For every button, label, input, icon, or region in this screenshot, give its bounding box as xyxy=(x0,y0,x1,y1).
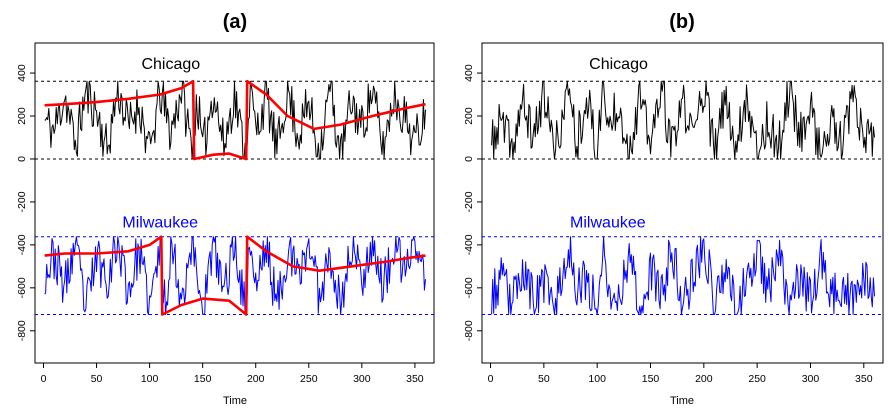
series-line-b-0 xyxy=(491,80,875,160)
series-line-a-1 xyxy=(44,79,426,161)
y-tick-label-a--800: -800 xyxy=(16,320,28,341)
x-tick-label-b-50: 50 xyxy=(538,373,550,385)
y-tick-label-b--200: -200 xyxy=(463,191,475,212)
annotations-b: Chicago Milwaukee xyxy=(570,56,648,232)
series-line-a-2 xyxy=(44,236,426,315)
annotations-a: Chicago Milwaukee xyxy=(122,56,200,232)
plot-frame-a xyxy=(34,42,435,364)
x-tick-label-b-350: 350 xyxy=(855,373,873,385)
y-axis-b: -800 -600 -400 -200 0 200 400 xyxy=(463,64,482,341)
chart-title-b: (b) xyxy=(669,11,695,33)
chart-panel-b: (b) 0 50 100 150 200 250 300 350 -800 -600 -400 -2… xyxy=(463,11,884,407)
series-annotation-a-1: Milwaukee xyxy=(122,215,198,232)
x-tick-label-b-300: 300 xyxy=(802,373,820,385)
series-annotation-b-1: Milwaukee xyxy=(570,215,646,232)
y-tick-label-a--200: -200 xyxy=(16,191,28,212)
y-tick-label-b--800: -800 xyxy=(463,320,475,341)
x-tick-label-b-100: 100 xyxy=(588,373,606,385)
x-tick-label-a-100: 100 xyxy=(141,373,159,385)
y-tick-label-b--600: -600 xyxy=(463,277,475,298)
x-tick-label-a-50: 50 xyxy=(91,373,103,385)
y-tick-label-b--400: -400 xyxy=(463,234,475,255)
x-axis-a: 0 50 100 150 200 250 300 350 xyxy=(41,363,424,385)
series-layer-a xyxy=(44,79,426,316)
plot-frame-b xyxy=(481,42,884,364)
reference-lines-b xyxy=(482,80,883,315)
x-tick-label-a-350: 350 xyxy=(406,373,424,385)
y-tick-label-a--600: -600 xyxy=(16,277,28,298)
y-tick-label-a-200: 200 xyxy=(16,107,28,125)
x-tick-label-a-250: 250 xyxy=(300,373,318,385)
y-tick-label-a-400: 400 xyxy=(16,64,28,82)
y-tick-label-b-200: 200 xyxy=(463,107,475,125)
x-tick-label-b-0: 0 xyxy=(488,373,494,385)
y-tick-label-a--400: -400 xyxy=(16,234,28,255)
y-tick-label-b-0: 0 xyxy=(463,156,475,162)
x-tick-label-b-250: 250 xyxy=(748,373,766,385)
x-tick-label-a-0: 0 xyxy=(41,373,47,385)
y-tick-label-a-0: 0 xyxy=(16,156,28,162)
x-tick-label-a-300: 300 xyxy=(353,373,371,385)
chart-panel-a: (a) 0 50 100 150 200 250 300 350 -800 -600 -400 -2… xyxy=(16,11,435,407)
series-line-a-0 xyxy=(44,80,426,160)
x-axis-b: 0 50 100 150 200 250 300 350 xyxy=(488,363,873,385)
series-line-b-1 xyxy=(491,236,875,315)
x-tick-label-b-150: 150 xyxy=(642,373,660,385)
series-line-a-3 xyxy=(44,235,426,316)
y-tick-label-b-400: 400 xyxy=(463,64,475,82)
x-axis-label-b: Time xyxy=(670,395,694,407)
x-tick-label-b-200: 200 xyxy=(695,373,713,385)
y-axis-a: -800 -600 -400 -200 0 200 400 xyxy=(16,64,35,341)
series-annotation-a-0: Chicago xyxy=(141,56,200,73)
x-axis-label-a: Time xyxy=(223,395,247,407)
x-tick-label-a-150: 150 xyxy=(194,373,212,385)
x-tick-label-a-200: 200 xyxy=(247,373,265,385)
series-layer-b xyxy=(491,80,875,315)
series-annotation-b-0: Chicago xyxy=(589,56,648,73)
chart-title-a: (a) xyxy=(223,11,247,33)
